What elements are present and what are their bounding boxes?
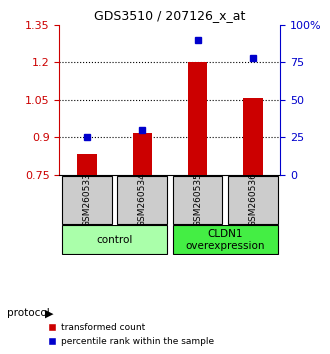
Text: CLDN1
overexpression: CLDN1 overexpression <box>185 229 265 251</box>
Title: GDS3510 / 207126_x_at: GDS3510 / 207126_x_at <box>94 9 246 22</box>
Text: ▶: ▶ <box>45 308 53 318</box>
Bar <box>77 154 97 175</box>
Text: GSM260534: GSM260534 <box>138 172 147 227</box>
FancyBboxPatch shape <box>117 176 167 224</box>
Text: protocol: protocol <box>7 308 50 318</box>
Legend: transformed count, percentile rank within the sample: transformed count, percentile rank withi… <box>44 320 218 349</box>
Text: GSM260533: GSM260533 <box>82 172 91 227</box>
FancyBboxPatch shape <box>173 225 278 254</box>
Bar <box>188 62 207 175</box>
Bar <box>133 133 152 175</box>
Text: GSM260535: GSM260535 <box>193 172 202 227</box>
FancyBboxPatch shape <box>228 176 278 224</box>
FancyBboxPatch shape <box>173 176 222 224</box>
FancyBboxPatch shape <box>62 176 112 224</box>
Text: GSM260536: GSM260536 <box>248 172 257 227</box>
Text: control: control <box>96 235 133 245</box>
Bar <box>243 98 263 175</box>
FancyBboxPatch shape <box>62 225 167 254</box>
